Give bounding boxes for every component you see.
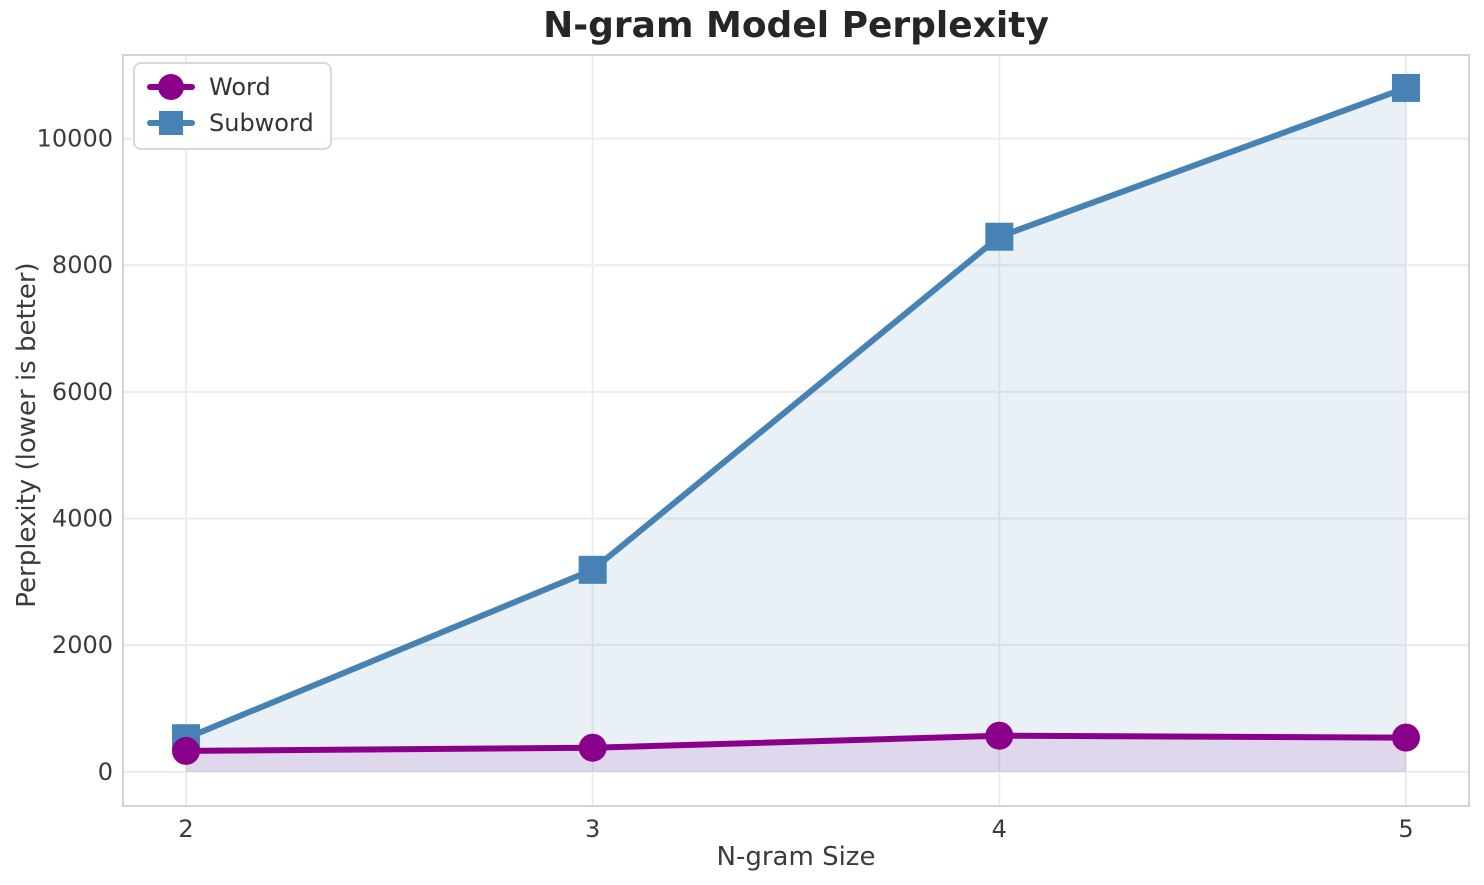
series-line-word: [183, 732, 1409, 754]
chart-title: N-gram Model Perplexity: [543, 5, 1049, 46]
data-point-word-n2: [172, 736, 201, 765]
series-fill-word: [186, 735, 1406, 772]
data-point-subword-n5: [1391, 73, 1420, 102]
x-tick-label-3: 3: [585, 815, 600, 843]
y-tick-label-10000: 10000: [37, 125, 113, 153]
series-fill-subword: [186, 87, 1406, 772]
legend: Word Subword: [133, 62, 332, 150]
data-point-word-n4: [985, 721, 1014, 750]
word-circle-marker-icon: [158, 74, 184, 100]
data-point-subword-n4: [985, 222, 1014, 251]
y-axis-label: Perplexity (lower is better): [12, 262, 42, 608]
x-tick-label-2: 2: [178, 815, 193, 843]
legend-item-subword: Subword: [147, 108, 314, 138]
data-point-subword-n3: [578, 555, 607, 584]
y-tick-label-4000: 4000: [52, 505, 113, 533]
data-point-word-n5: [1391, 723, 1420, 752]
x-tick-label-4: 4: [992, 815, 1007, 843]
y-tick-label-0: 0: [98, 758, 113, 786]
series-line-subword: [183, 84, 1409, 742]
plot-border: [122, 54, 1470, 807]
y-tick-label-8000: 8000: [52, 251, 113, 279]
legend-item-word: Word: [147, 72, 314, 102]
subword-square-marker-icon: [159, 111, 183, 135]
legend-label-word: Word: [209, 73, 271, 101]
y-tick-label-2000: 2000: [52, 631, 113, 659]
x-tick-label-5: 5: [1398, 815, 1413, 843]
y-tick-label-6000: 6000: [52, 378, 113, 406]
legend-label-subword: Subword: [209, 109, 314, 137]
subword-line-marker-icon: [147, 109, 195, 137]
word-line-marker-icon: [147, 73, 195, 101]
data-point-word-n3: [578, 733, 607, 762]
x-axis-label: N-gram Size: [716, 842, 876, 872]
